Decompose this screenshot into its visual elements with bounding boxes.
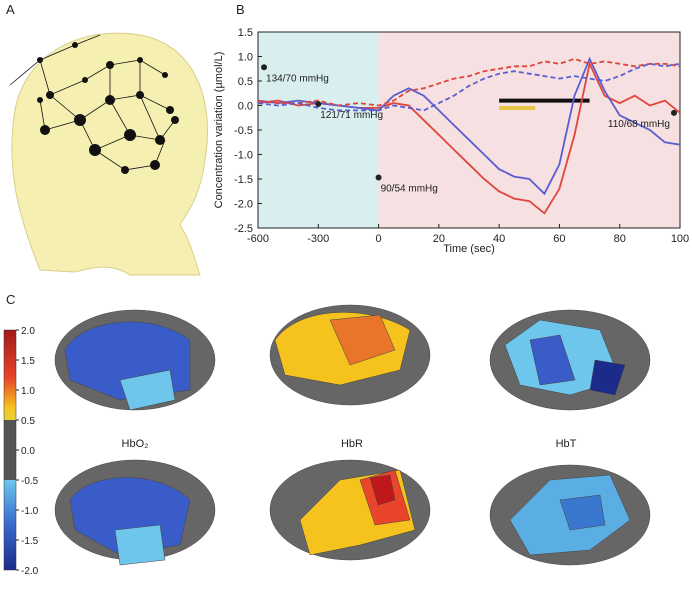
y-tick-label: 0.5 — [238, 76, 253, 88]
shaded-region — [258, 32, 379, 228]
annotation-dot — [375, 174, 382, 181]
annotation-dot — [670, 109, 677, 116]
x-tick-label: -600 — [247, 233, 269, 245]
colorbar-tick-label: 1.5 — [21, 356, 35, 367]
annotation-label: 134/70 mmHg — [266, 73, 329, 84]
head-model — [9, 32, 208, 276]
colorbar — [3, 329, 17, 571]
annotation-dot — [315, 101, 322, 108]
y-axis-label: Concentration variation (µmol/L) — [213, 52, 225, 209]
x-axis-label: Time (sec) — [443, 243, 495, 255]
colorbar-tick-label: 1.0 — [21, 386, 35, 397]
x-tick-label: 100 — [671, 233, 689, 245]
y-tick-label: -2.5 — [234, 223, 253, 235]
x-tick-label: 40 — [493, 233, 505, 245]
colorbar-tick-label: 0.0 — [21, 446, 35, 457]
colorbar-tick-label: -1.0 — [21, 506, 39, 517]
y-tick-label: 0.0 — [238, 101, 253, 113]
y-tick-label: -2.0 — [234, 199, 253, 211]
annotation-label: 121/71 mmHg — [320, 110, 383, 121]
x-tick-label: 20 — [433, 233, 445, 245]
y-tick-label: -1.0 — [234, 150, 253, 162]
x-tick-label: 0 — [376, 233, 382, 245]
annotation-label: 110/68 mmHg — [608, 119, 670, 130]
brain-label: HbT — [556, 438, 577, 450]
annotation-dot — [261, 64, 268, 71]
series-line — [257, 56, 681, 196]
colorbar-tick-label: 0.5 — [21, 416, 35, 427]
x-tick-label: 60 — [553, 233, 565, 245]
colorbar-tick-label: -2.0 — [21, 566, 39, 577]
panel-label: C — [6, 292, 15, 307]
x-tick-label: -300 — [307, 233, 329, 245]
annotation-label: 90/54 mmHg — [381, 184, 438, 195]
x-tick-label: 80 — [614, 233, 626, 245]
series-line — [257, 57, 681, 107]
y-tick-label: 1.0 — [238, 52, 253, 64]
colorbar-tick-label: 2.0 — [21, 326, 35, 337]
series-line — [257, 62, 681, 112]
y-tick-label: -0.5 — [234, 125, 253, 137]
panel-label: A — [6, 2, 15, 17]
colorbar-tick-label: -1.5 — [21, 536, 39, 547]
brain-label: HbR — [341, 438, 363, 450]
shaded-region — [378, 32, 680, 228]
brains — [54, 304, 651, 566]
colorbar-tick-label: -0.5 — [21, 476, 39, 487]
panel-label: B — [236, 2, 245, 17]
y-tick-label: 1.5 — [238, 27, 253, 39]
y-tick-label: -1.5 — [234, 174, 253, 186]
brain-label: HbO₂ — [122, 438, 149, 450]
